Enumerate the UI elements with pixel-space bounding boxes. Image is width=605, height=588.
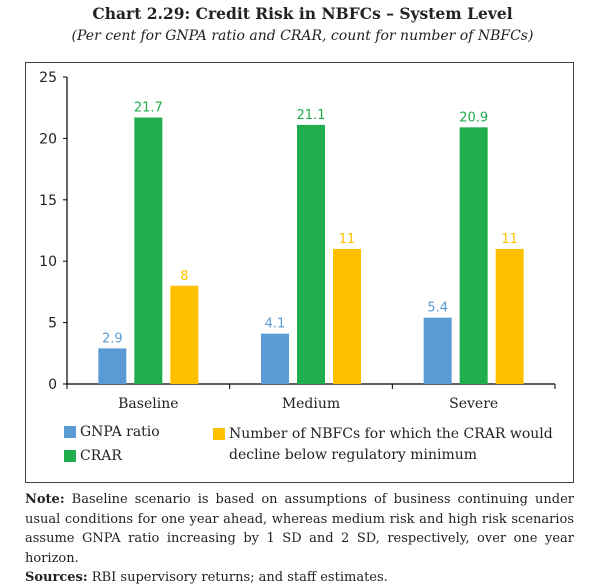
legend-label: Number of NBFCs for which the CRAR would [229,426,553,442]
legend-label: CRAR [80,448,122,464]
legend-label: decline below regulatory minimum [229,447,478,463]
sources-text: RBI supervisory returns; and staff estim… [87,570,388,585]
y-tick-label: 0 [48,377,57,393]
bar [134,117,163,385]
y-tick-label: 20 [39,131,57,147]
note-label: Note: [25,492,65,507]
bar [459,127,488,385]
x-tick-label: Severe [449,396,498,412]
bar [261,333,289,384]
chart-subtitle: (Per cent for GNPA ratio and CRAR, count… [71,28,534,44]
y-tick-label: 10 [39,254,57,270]
y-tick-label: 15 [39,193,57,209]
bar [423,317,452,384]
legend-item-gnpa: GNPA ratio [64,424,160,440]
bar [170,285,199,384]
data-label: 8 [180,269,188,284]
y-tick-label: 25 [39,70,57,86]
bar [495,248,524,384]
data-label: 11 [501,232,518,247]
data-label: 4.1 [265,317,286,332]
legend-swatch-count [213,428,225,440]
data-label: 5.4 [427,301,448,316]
chart-note: Note: Baseline scenario is based on assu… [25,490,574,588]
bar [297,124,325,384]
x-tick-label: Medium [282,396,340,412]
legend-label: GNPA ratio [80,424,160,440]
sources-label: Sources: [25,570,88,585]
legend-item-crar: CRAR [64,448,122,464]
bar [98,348,127,384]
bar-chart: 0 5 10 15 20 25 Baseline 2.9 21.7 8 Medium 4.1 21.1 1… [39,70,556,412]
legend-swatch-gnpa [64,426,76,438]
chart-frame [25,62,574,483]
note-text: Baseline scenario is based on assumption… [25,492,574,566]
x-tick-label: Baseline [118,396,178,412]
data-label: 2.9 [102,331,123,346]
data-label: 11 [339,232,356,247]
legend-swatch-crar [64,450,76,462]
data-label: 21.1 [297,108,326,123]
y-tick-label: 5 [48,316,57,332]
legend-item-count: Number of NBFCs for which the CRAR would… [213,424,553,466]
bar [333,248,361,384]
chart-title: Chart 2.29: Credit Risk in NBFCs – Syste… [92,4,513,23]
data-label: 21.7 [134,101,163,116]
data-label: 20.9 [459,110,488,125]
